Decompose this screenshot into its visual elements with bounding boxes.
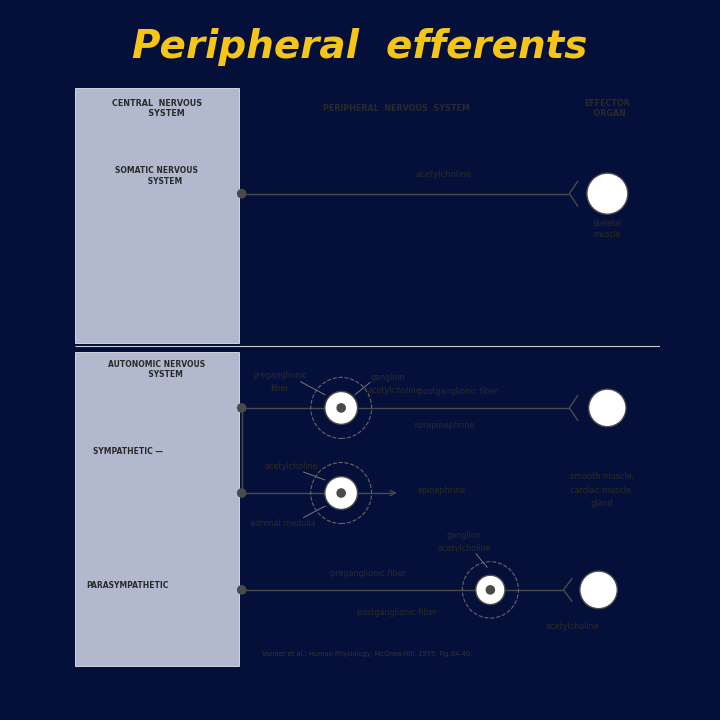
Circle shape [337, 489, 346, 497]
Text: EFFECTOR
  ORGAN: EFFECTOR ORGAN [585, 99, 630, 118]
Bar [75, 352, 239, 666]
Circle shape [238, 404, 246, 412]
Circle shape [486, 586, 495, 594]
Text: smooth muscle,: smooth muscle, [570, 472, 634, 481]
Circle shape [238, 586, 246, 594]
Circle shape [238, 489, 246, 497]
Text: acetylcholine: acetylcholine [546, 622, 599, 631]
Text: acetylcholine: acetylcholine [367, 386, 420, 395]
Text: SYMPATHETIC —: SYMPATHETIC — [93, 447, 163, 456]
Text: Vander et al.: Human Physiology, McGraw-Hill, 1975, Fig.64-40.: Vander et al.: Human Physiology, McGraw-… [262, 652, 473, 657]
Circle shape [238, 189, 246, 198]
Text: acetylcholine: acetylcholine [265, 462, 318, 471]
Text: skeletal
muscle: skeletal muscle [593, 219, 622, 238]
Text: preganglionic: preganglionic [252, 371, 307, 380]
Text: ganglion: ganglion [446, 531, 482, 541]
Circle shape [476, 575, 505, 605]
Text: ganglion: ganglion [371, 373, 405, 382]
Circle shape [580, 571, 617, 608]
Bar [75, 88, 239, 343]
Text: preganglionic fiber: preganglionic fiber [330, 569, 405, 578]
Text: PARASYMPATHETIC: PARASYMPATHETIC [86, 581, 169, 590]
Text: postganglionic fiber: postganglionic fiber [356, 608, 437, 617]
Text: acetylcholine: acetylcholine [437, 544, 491, 553]
Text: PERIPHERAL  NERVOUS  SYSTEM: PERIPHERAL NERVOUS SYSTEM [323, 104, 470, 113]
Text: AUTONOMIC NERVOUS
       SYSTEM: AUTONOMIC NERVOUS SYSTEM [108, 360, 205, 379]
Circle shape [589, 389, 626, 427]
Text: SOMATIC NERVOUS
      SYSTEM: SOMATIC NERVOUS SYSTEM [115, 166, 198, 186]
Text: postganglionic fiber: postganglionic fiber [418, 387, 498, 396]
Circle shape [325, 392, 358, 424]
Text: fiber: fiber [271, 384, 289, 393]
Circle shape [587, 173, 628, 215]
Text: epinephrine: epinephrine [417, 485, 465, 495]
Text: cardiac muscle,: cardiac muscle, [570, 485, 633, 495]
Text: adrenal medulla: adrenal medulla [250, 519, 315, 528]
Circle shape [337, 404, 346, 412]
Text: gland: gland [590, 499, 613, 508]
Text: norepinephrine: norepinephrine [413, 421, 474, 430]
Text: CENTRAL  NERVOUS
       SYSTEM: CENTRAL NERVOUS SYSTEM [112, 99, 202, 118]
Text: acetylcholine: acetylcholine [415, 171, 472, 179]
Circle shape [325, 477, 358, 510]
Text: Peripheral  efferents: Peripheral efferents [132, 28, 588, 66]
